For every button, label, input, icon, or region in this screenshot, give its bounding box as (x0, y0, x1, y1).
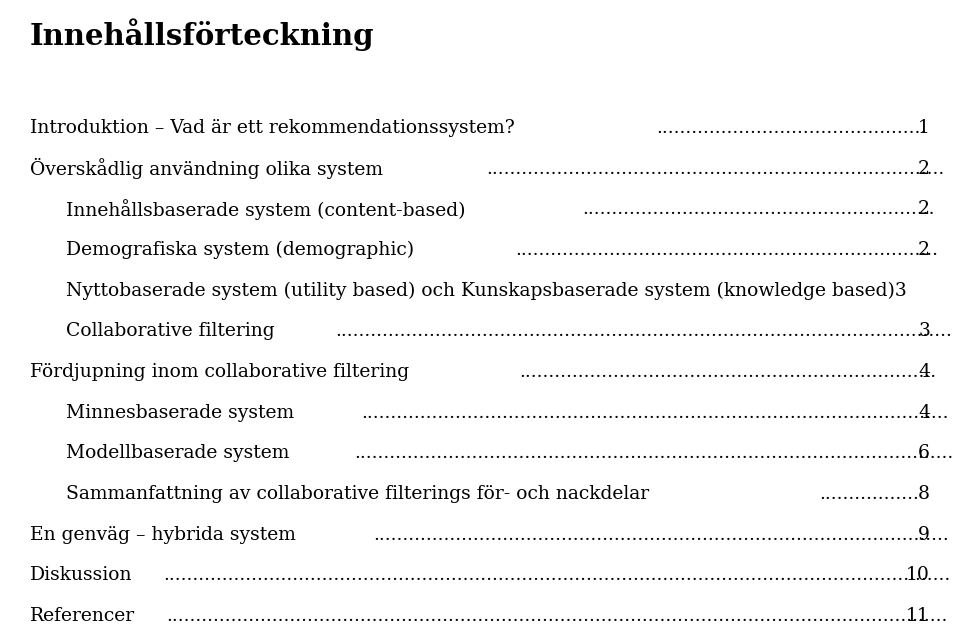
Text: En genväg – hybrida system: En genväg – hybrida system (30, 526, 296, 544)
Text: Diskussion: Diskussion (30, 566, 132, 584)
Text: ................................................................................: ........................................… (166, 607, 948, 625)
Text: Demografiska system (demographic): Demografiska system (demographic) (66, 241, 414, 259)
Text: 6: 6 (918, 444, 930, 462)
Text: Sammanfattning av collaborative filterings för- och nackdelar: Sammanfattning av collaborative filterin… (66, 485, 649, 503)
Text: Introduktion – Vad är ett rekommendationssystem?: Introduktion – Vad är ett rekommendation… (30, 119, 515, 137)
Text: 2: 2 (918, 159, 930, 177)
Text: .......................................................................: ........................................… (519, 363, 937, 381)
Text: ............................................................: ........................................… (582, 201, 934, 219)
Text: 4: 4 (918, 404, 930, 422)
Text: Nyttobaserade system (utility based) och Kunskapsbaserade system (knowledge base: Nyttobaserade system (utility based) och… (66, 282, 907, 300)
Text: ................................................................................: ........................................… (336, 322, 952, 340)
Text: 4: 4 (918, 363, 930, 381)
Text: Minnesbaserade system: Minnesbaserade system (66, 404, 294, 422)
Text: 11: 11 (906, 607, 930, 625)
Text: .................: ................. (819, 485, 919, 503)
Text: ................................................................................: ........................................… (373, 526, 949, 544)
Text: Innehållsförteckning: Innehållsförteckning (30, 18, 374, 51)
Text: Överskådlig användning olika system: Överskådlig användning olika system (30, 158, 383, 179)
Text: ........................................................................: ........................................… (516, 241, 939, 259)
Text: 2: 2 (918, 241, 930, 259)
Text: Fördjupning inom collaborative filtering: Fördjupning inom collaborative filtering (30, 363, 409, 381)
Text: 1: 1 (918, 119, 930, 137)
Text: Referencer: Referencer (30, 607, 135, 625)
Text: 9: 9 (918, 526, 930, 544)
Text: ................................................................................: ........................................… (355, 444, 954, 462)
Text: 8: 8 (918, 485, 930, 503)
Text: 3: 3 (918, 322, 930, 340)
Text: Collaborative filtering: Collaborative filtering (66, 322, 275, 340)
Text: ................................................................................: ........................................… (361, 404, 948, 422)
Text: Innehållsbaserade system (content-based): Innehållsbaserade system (content-based) (66, 199, 466, 220)
Text: 10: 10 (906, 566, 930, 584)
Text: ..............................................: ........................................… (656, 119, 926, 137)
Text: ................................................................................: ........................................… (163, 566, 950, 584)
Text: 2: 2 (918, 201, 930, 219)
Text: ..............................................................................: ........................................… (486, 159, 945, 177)
Text: Modellbaserade system: Modellbaserade system (66, 444, 289, 462)
